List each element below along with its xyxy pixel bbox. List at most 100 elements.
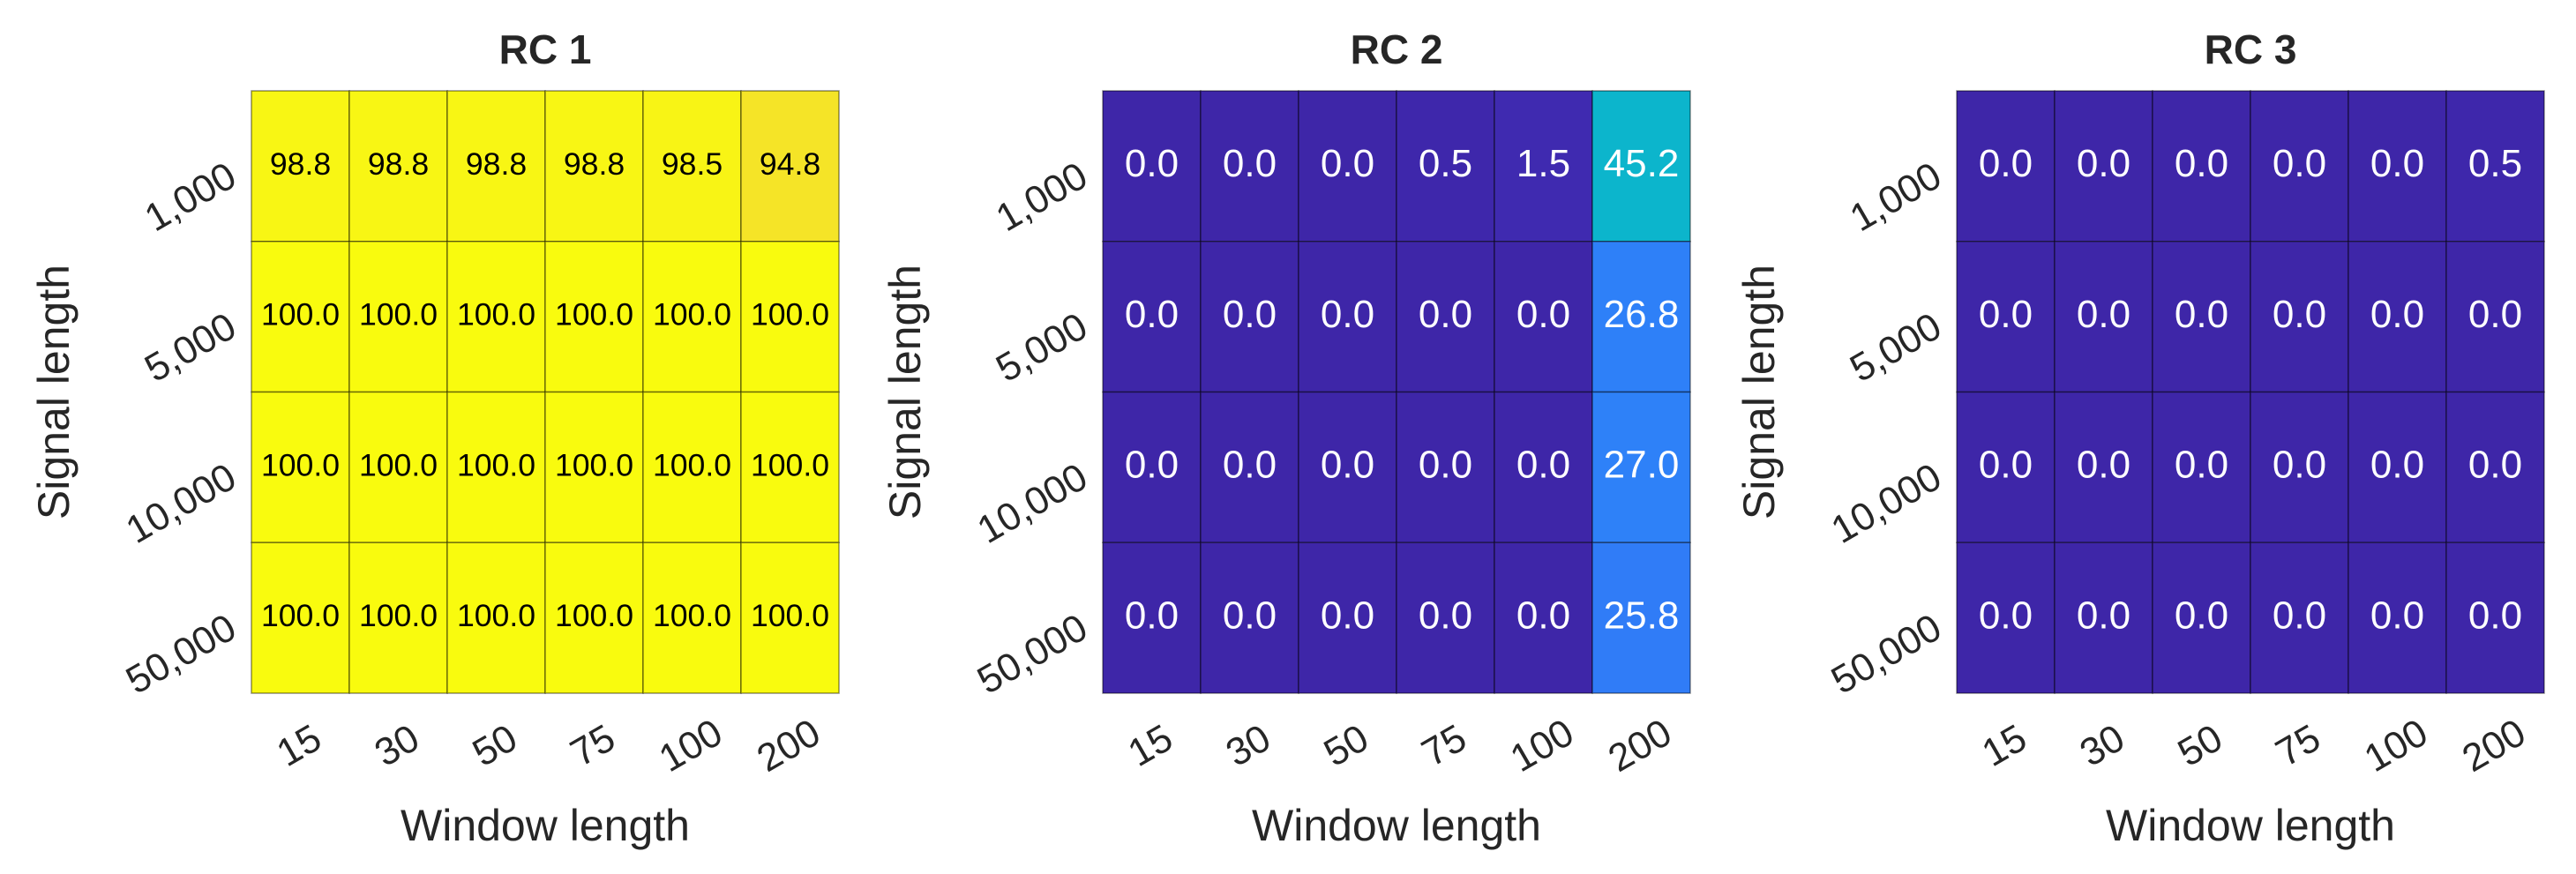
cell-label: 0.0 [2077,444,2130,487]
x-axis-label: Window length [2106,801,2395,850]
x-axis-label: Window length [1252,801,1541,850]
heatmap-cell [2445,542,2545,694]
x-tick-label: 75 [2269,716,2328,775]
cell-label: 0.0 [1419,594,1472,637]
x-tick-label: 15 [270,716,329,775]
heatmap-cell [642,90,742,243]
cell-label: 98.8 [368,146,429,182]
cell-label: 0.0 [1419,444,1472,487]
heatmap-cell [1494,542,1593,694]
y-tick-label: 10,000 [1824,455,1949,552]
heatmap-cell [251,90,350,243]
x-tick-label: 200 [2455,711,2533,781]
cell-label: 0.0 [1125,142,1179,185]
cell-label: 0.0 [2468,293,2522,336]
heatmap-cell [251,391,350,543]
heatmap-cell [1102,391,1202,543]
x-axis-label: Window length [401,801,690,850]
heatmap-cell [446,542,546,694]
cell-label: 100.0 [555,447,633,482]
heatmap-cell [1298,90,1397,243]
x-tick-label: 100 [1503,711,1581,781]
heatmap-cell [544,241,644,393]
cell-label: 100.0 [653,297,731,332]
cell-label: 94.8 [760,146,820,182]
heatmap-cell [348,391,448,543]
heatmap-cell [1591,542,1691,694]
x-tick-label: 75 [564,716,623,775]
x-tick-label: 200 [750,711,827,781]
heatmap-cell [2054,542,2153,694]
x-tick-label: 50 [2171,716,2230,775]
cell-label: 0.0 [1979,293,2033,336]
chart-title: RC 3 [2205,26,2297,72]
heatmap-cell [740,241,840,393]
heatmap-cell [1956,542,2056,694]
y-axis-label: Signal length [880,265,930,519]
y-tick-label: 10,000 [119,455,243,552]
cell-label: 0.0 [2077,142,2130,185]
cell-label: 0.0 [2370,293,2424,336]
y-tick-label: 1,000 [989,154,1095,240]
cell-label: 0.0 [1979,444,2033,487]
cell-label: 100.0 [653,447,731,482]
cell-label: 0.0 [1321,594,1374,637]
cell-label: 100.0 [555,598,633,633]
heatmap-cell [1494,241,1593,393]
cell-label: 0.0 [1321,293,1374,336]
heatmap-cell [544,542,644,694]
cell-label: 0.0 [2273,444,2326,487]
heatmap-cell [1396,90,1495,243]
cell-label: 0.0 [2468,444,2522,487]
heatmap-cell [1956,90,2056,243]
cell-label: 100.0 [261,447,340,482]
x-tick-label: 15 [1975,716,2034,775]
cell-label: 100.0 [457,297,535,332]
cell-label: 0.0 [2273,293,2326,336]
cell-label: 25.8 [1604,594,1680,637]
x-tick-label: 30 [2073,716,2132,775]
cell-label: 0.0 [2273,142,2326,185]
heatmap-cell [1591,391,1691,543]
cell-label: 0.0 [1125,293,1179,336]
heatmap-cell [1956,391,2056,543]
x-tick-label: 30 [368,716,427,775]
heatmap-cell [446,90,546,243]
cell-label: 0.0 [1321,142,1374,185]
cell-label: 0.0 [2175,444,2228,487]
heatmap-cell [2152,542,2251,694]
cell-label: 0.0 [2370,142,2424,185]
heatmap-cell [1298,391,1397,543]
cell-label: 100.0 [359,297,438,332]
cell-label: 100.0 [457,598,535,633]
heatmap-cell [740,542,840,694]
cell-label: 100.0 [751,297,829,332]
y-tick-label: 10,000 [970,455,1095,552]
y-tick-label: 5,000 [989,304,1095,390]
cell-label: 100.0 [751,598,829,633]
heatmap-cell [348,542,448,694]
heatmap-cell [1298,542,1397,694]
heatmap-cell [1102,542,1202,694]
heatmap-cell [446,391,546,543]
heatmap-cell [2348,90,2447,243]
cell-label: 0.0 [1223,444,1277,487]
cell-label: 0.0 [1321,444,1374,487]
cell-label: 0.0 [2077,293,2130,336]
heatmap-cell [1396,391,1495,543]
heatmap-cell [251,542,350,694]
cell-label: 0.0 [2370,444,2424,487]
heatmap-cell [740,391,840,543]
cell-label: 0.0 [1125,444,1179,487]
heatmap-cell [1396,542,1495,694]
y-tick-label: 50,000 [119,606,243,703]
cell-label: 0.0 [1516,293,1570,336]
cell-label: 100.0 [261,598,340,633]
heatmap-cell [2152,241,2251,393]
heatmap-cell [2348,542,2447,694]
x-tick-label: 100 [652,711,730,781]
cell-label: 0.0 [1419,293,1472,336]
y-tick-label: 50,000 [970,606,1095,703]
cell-label: 0.5 [1419,142,1472,185]
